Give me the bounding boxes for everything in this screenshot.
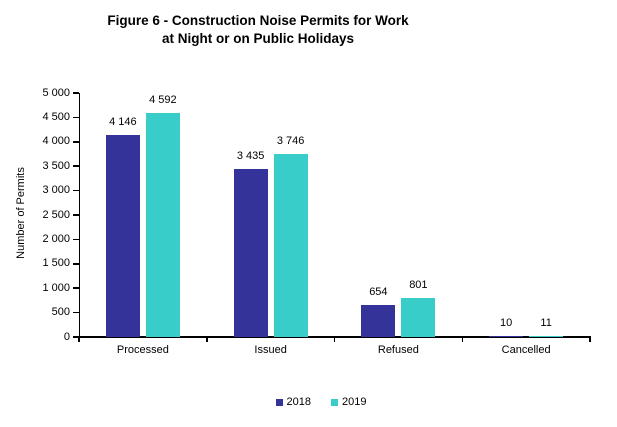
bar-2018-processed — [105, 134, 140, 337]
y-axis-tick-label: 4 000 — [42, 135, 70, 148]
y-axis-tick-label: 2 500 — [42, 208, 70, 221]
y-axis-tick — [72, 141, 79, 143]
x-axis-tick — [333, 337, 336, 342]
y-axis-tick-label: 5 000 — [42, 86, 70, 99]
y-axis-tick — [72, 92, 79, 94]
y-axis-tick — [72, 287, 79, 289]
bar-2018-issued — [233, 169, 268, 337]
bar-value-label: 3 435 — [236, 150, 265, 163]
chart-title-line-1: Figure 6 - Construction Noise Permits fo… — [107, 13, 409, 28]
y-axis-tick-label: 4 500 — [42, 110, 70, 123]
bar-2019-refused — [401, 297, 436, 337]
category-label-issued: Issued — [254, 344, 287, 356]
bar-value-label: 10 — [500, 316, 513, 329]
y-axis-tick-label: 1 500 — [42, 257, 70, 270]
bar-value-label: 4 146 — [109, 115, 137, 128]
legend-label-2019: 2019 — [342, 396, 367, 408]
x-axis-tick — [461, 337, 463, 342]
x-axis-tick — [589, 337, 591, 342]
x-axis-tick — [78, 337, 80, 342]
bar-2019-cancelled — [529, 335, 564, 337]
y-axis-tick — [72, 165, 79, 167]
chart-title: Figure 6 - Construction Noise Permits fo… — [0, 12, 516, 48]
y-axis-line — [78, 93, 80, 337]
bar-2019-issued — [273, 154, 308, 337]
y-axis-tick-label: 0 — [63, 330, 70, 343]
y-axis-tick-label: 1 000 — [42, 281, 70, 294]
bar-value-label: 801 — [409, 278, 428, 291]
y-axis-tick — [72, 189, 79, 192]
y-axis-tick — [72, 238, 79, 241]
y-axis-tick — [72, 311, 79, 314]
legend-item-2019: 2019 — [331, 396, 366, 408]
category-label-cancelled: Cancelled — [501, 344, 551, 356]
bar-value-label: 654 — [369, 286, 388, 299]
bar-2018-cancelled — [489, 335, 524, 337]
y-axis-tick-label: 500 — [51, 306, 70, 319]
bar-value-label: 3 746 — [276, 135, 305, 148]
category-label-processed: Processed — [116, 344, 169, 356]
legend: 2018 2019 — [79, 396, 563, 408]
chart-title-line-2: at Night or on Public Holidays — [161, 31, 354, 46]
y-axis-tick — [72, 263, 79, 265]
bar-2018-refused — [361, 305, 396, 337]
y-axis-tick — [72, 116, 79, 119]
legend-label-2018: 2018 — [286, 396, 311, 408]
bar-value-label: 4 592 — [149, 93, 177, 106]
x-axis-tick — [206, 337, 208, 342]
y-axis-tick-label: 3 000 — [42, 184, 70, 197]
x-axis-line — [78, 336, 591, 338]
y-axis-tick-label: 2 000 — [42, 232, 70, 245]
y-axis-tick — [72, 214, 79, 216]
category-label-refused: Refused — [377, 344, 419, 356]
y-axis-tick-label: 3 500 — [42, 159, 70, 172]
bar-2019-processed — [145, 112, 180, 337]
legend-swatch-2019 — [331, 398, 338, 406]
legend-swatch-2018 — [275, 398, 283, 406]
bar-value-label: 11 — [540, 316, 552, 329]
y-axis-tick — [72, 336, 79, 338]
legend-item-2018: 2018 — [275, 396, 311, 408]
